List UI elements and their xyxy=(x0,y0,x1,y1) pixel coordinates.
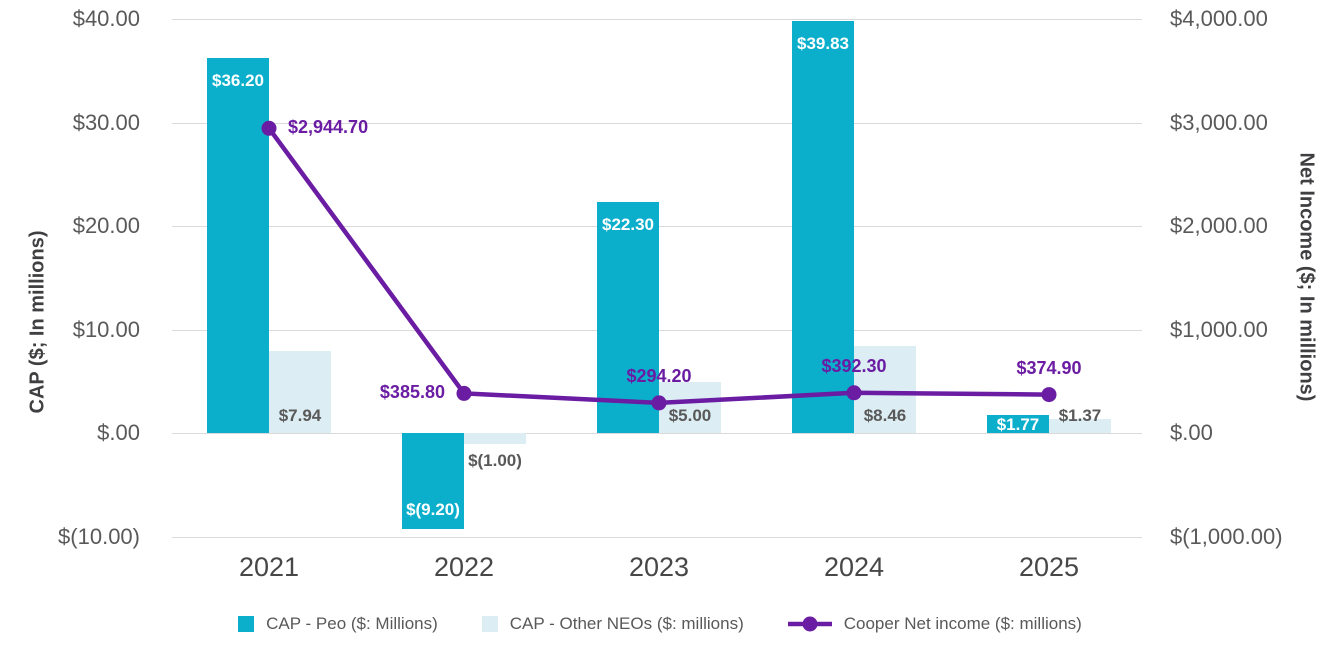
left-axis-tick-label: $(10.00) xyxy=(58,524,140,549)
left-axis-tick-label: $20.00 xyxy=(72,213,140,239)
right-axis-tick-label: $3,000.00 xyxy=(1170,109,1268,135)
bar-cap-peo-2025 xyxy=(987,415,1049,434)
left-axis-tick-label: $10.00 xyxy=(72,316,140,342)
line-label-2022: $385.80 xyxy=(379,382,445,403)
line-label-2021: $2,944.70 xyxy=(288,117,369,138)
legend-item-cap-peo: CAP - Peo ($: Millions) xyxy=(238,614,438,634)
bar-cap-peo-2022 xyxy=(402,433,464,529)
x-axis-label-2022: 2022 xyxy=(433,552,495,582)
bar-cap-other-neos-2023 xyxy=(659,381,721,434)
right-axis-tick-label: $1,000.00 xyxy=(1170,316,1268,342)
x-axis-label-2021: 2021 xyxy=(238,552,300,582)
bar-cap-other-neos-2024 xyxy=(854,345,916,434)
x-axis-label-2024: 2024 xyxy=(823,552,885,582)
bar-label-cap-other-neos-2021: $7.94 xyxy=(278,406,322,426)
bar-label-cap-peo-2022: $(9.20) xyxy=(406,499,460,519)
left-axis-tick-label: $.00 xyxy=(97,420,140,446)
right-axis-tick-label: $2,000.00 xyxy=(1170,213,1268,239)
bar-label-cap-peo-2025: $1.77 xyxy=(996,415,1040,435)
bar-label-cap-peo-2023: $22.30 xyxy=(602,215,654,235)
line-point-2021 xyxy=(261,120,277,136)
legend-line-marker-icon xyxy=(787,616,832,632)
left-axis-tick-label: $30.00 xyxy=(72,109,140,135)
bar-label-cap-peo-2021: $36.20 xyxy=(212,71,264,91)
legend-swatch-icon xyxy=(238,616,255,632)
bar-label-cap-other-neos-2025: $1.37 xyxy=(1058,406,1102,426)
bar-label-cap-other-neos-2024: $8.46 xyxy=(863,406,907,426)
line-point-2024 xyxy=(846,385,862,401)
bar-cap-peo-2021 xyxy=(207,58,269,434)
line-label-2023: $294.20 xyxy=(626,365,692,386)
x-axis-label-2023: 2023 xyxy=(628,552,690,582)
line-point-2022 xyxy=(456,385,472,401)
bar-label-cap-other-neos-2022: $(1.00) xyxy=(468,451,522,471)
bar-label-cap-peo-2024: $39.83 xyxy=(797,33,849,53)
gridline xyxy=(172,537,1142,538)
bar-cap-other-neos-2021 xyxy=(269,351,331,434)
bar-cap-peo-2024 xyxy=(792,20,854,434)
legend-item-cap-other-neos: CAP - Other NEOs ($: millions) xyxy=(481,614,744,634)
bar-cap-peo-2023 xyxy=(597,202,659,434)
legend-label: CAP - Other NEOs ($: millions) xyxy=(509,614,744,633)
bar-cap-other-neos-2025 xyxy=(1049,419,1111,434)
line-point-2025 xyxy=(1041,387,1057,403)
gridline xyxy=(172,19,1142,20)
right-axis-tick-label: $4,000.00 xyxy=(1170,6,1268,31)
line-label-2024: $392.30 xyxy=(821,355,887,376)
legend-label: CAP - Peo ($: Millions) xyxy=(266,614,438,633)
right-axis-tick-label: $(1,000.00) xyxy=(1170,524,1283,549)
gridline xyxy=(172,122,1142,124)
right-axis-title: Net Income ($; In millions) xyxy=(1295,152,1318,402)
gridline xyxy=(172,433,1142,435)
left-axis-title: CAP ($; In millions) xyxy=(26,230,49,414)
line-label-2025: $374.90 xyxy=(1016,357,1082,378)
net-income-line xyxy=(266,126,1052,406)
legend: CAP - Peo ($: Millions) CAP - Other NEOs … xyxy=(150,614,1170,634)
legend-item-cooper-net-income: Cooper Net income ($: millions) xyxy=(787,614,1082,634)
legend-label: Cooper Net income ($: millions) xyxy=(843,614,1082,633)
right-axis-tick-label: $.00 xyxy=(1170,420,1213,446)
bar-label-cap-other-neos-2023: $5.00 xyxy=(668,406,712,426)
legend-swatch-icon xyxy=(481,616,498,632)
bar-cap-other-neos-2022 xyxy=(464,433,526,444)
x-axis-label-2025: 2025 xyxy=(1018,552,1080,582)
line-point-2023 xyxy=(651,395,667,411)
left-axis-tick-label: $40.00 xyxy=(72,6,140,31)
